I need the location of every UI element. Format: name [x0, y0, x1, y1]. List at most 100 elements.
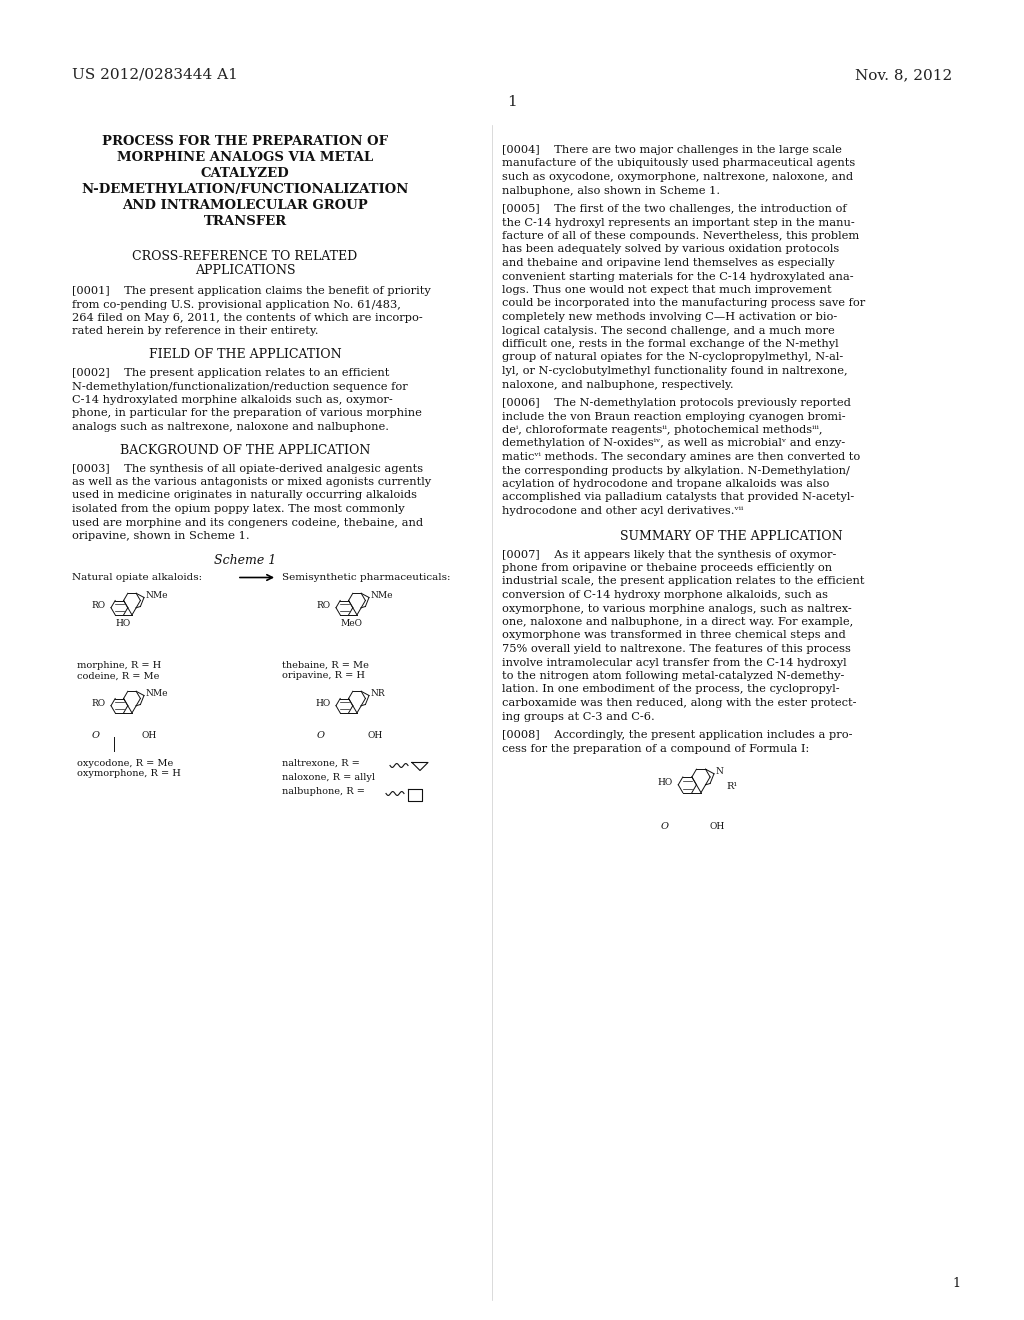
- Text: oxymorphone was transformed in three chemical steps and: oxymorphone was transformed in three che…: [502, 631, 846, 640]
- Text: could be incorporated into the manufacturing process save for: could be incorporated into the manufactu…: [502, 298, 865, 309]
- Text: C-14 hydroxylated morphine alkaloids such as, oxymor-: C-14 hydroxylated morphine alkaloids suc…: [72, 395, 393, 405]
- Text: hydrocodone and other acyl derivatives.ᵛⁱⁱ: hydrocodone and other acyl derivatives.ᵛ…: [502, 506, 743, 516]
- Text: one, naloxone and nalbuphone, in a direct way. For example,: one, naloxone and nalbuphone, in a direc…: [502, 616, 853, 627]
- Text: morphine, R = H: morphine, R = H: [77, 660, 161, 669]
- Text: [0005]    The first of the two challenges, the introduction of: [0005] The first of the two challenges, …: [502, 205, 847, 214]
- Text: N-DEMETHYLATION/FUNCTIONALIZATION: N-DEMETHYLATION/FUNCTIONALIZATION: [81, 183, 409, 195]
- Text: Semisynthetic pharmaceuticals:: Semisynthetic pharmaceuticals:: [282, 573, 451, 582]
- Text: naloxone, R = allyl: naloxone, R = allyl: [282, 772, 375, 781]
- Text: BACKGROUND OF THE APPLICATION: BACKGROUND OF THE APPLICATION: [120, 444, 371, 457]
- Text: [0003]    The synthesis of all opiate-derived analgesic agents: [0003] The synthesis of all opiate-deriv…: [72, 463, 423, 474]
- Text: demethylation of N-oxidesⁱᵛ, as well as microbialᵛ and enzy-: demethylation of N-oxidesⁱᵛ, as well as …: [502, 438, 845, 449]
- Text: from co-pending U.S. provisional application No. 61/483,: from co-pending U.S. provisional applica…: [72, 300, 400, 309]
- Text: O: O: [662, 822, 669, 832]
- Text: [0006]    The N-demethylation protocols previously reported: [0006] The N-demethylation protocols pre…: [502, 399, 851, 408]
- Text: industrial scale, the present application relates to the efficient: industrial scale, the present applicatio…: [502, 577, 864, 586]
- Text: as well as the various antagonists or mixed agonists currently: as well as the various antagonists or mi…: [72, 477, 431, 487]
- Text: oxycodone, R = Me: oxycodone, R = Me: [77, 759, 173, 767]
- Text: thebaine, R = Me: thebaine, R = Me: [282, 660, 369, 669]
- Text: R¹: R¹: [726, 781, 737, 791]
- Text: difficult one, rests in the formal exchange of the N-methyl: difficult one, rests in the formal excha…: [502, 339, 839, 348]
- Text: maticᵛⁱ methods. The secondary amines are then converted to: maticᵛⁱ methods. The secondary amines ar…: [502, 451, 860, 462]
- Text: OH: OH: [142, 730, 158, 739]
- Text: facture of all of these compounds. Nevertheless, this problem: facture of all of these compounds. Never…: [502, 231, 859, 242]
- Text: convenient starting materials for the C-14 hydroxylated ana-: convenient starting materials for the C-…: [502, 272, 854, 281]
- Text: rated herein by reference in their entirety.: rated herein by reference in their entir…: [72, 326, 318, 337]
- Text: Natural opiate alkaloids:: Natural opiate alkaloids:: [72, 573, 202, 582]
- Text: NMe: NMe: [371, 591, 392, 601]
- Text: naloxone, and nalbuphone, respectively.: naloxone, and nalbuphone, respectively.: [502, 380, 733, 389]
- Text: N-demethylation/functionalization/reduction sequence for: N-demethylation/functionalization/reduct…: [72, 381, 408, 392]
- Text: Scheme 1: Scheme 1: [214, 554, 276, 568]
- Text: group of natural opiates for the N-cyclopropylmethyl, N-al-: group of natural opiates for the N-cyclo…: [502, 352, 843, 363]
- Text: oripavine, shown in Scheme 1.: oripavine, shown in Scheme 1.: [72, 531, 250, 541]
- Text: CROSS-REFERENCE TO RELATED: CROSS-REFERENCE TO RELATED: [132, 249, 357, 263]
- Text: 75% overall yield to naltrexone. The features of this process: 75% overall yield to naltrexone. The fea…: [502, 644, 851, 653]
- Text: deⁱ, chloroformate reagentsⁱⁱ, photochemical methodsⁱⁱⁱ,: deⁱ, chloroformate reagentsⁱⁱ, photochem…: [502, 425, 822, 436]
- Text: OH: OH: [367, 730, 382, 739]
- Text: oxymorphone, to various morphine analogs, such as naltrex-: oxymorphone, to various morphine analogs…: [502, 603, 852, 614]
- Text: SUMMARY OF THE APPLICATION: SUMMARY OF THE APPLICATION: [620, 529, 843, 543]
- Text: phone, in particular for the preparation of various morphine: phone, in particular for the preparation…: [72, 408, 422, 418]
- Text: logical catalysis. The second challenge, and a much more: logical catalysis. The second challenge,…: [502, 326, 835, 335]
- Text: naltrexone, R =: naltrexone, R =: [282, 759, 359, 767]
- Text: used are morphine and its congeners codeine, thebaine, and: used are morphine and its congeners code…: [72, 517, 423, 528]
- Text: oxymorphone, R = H: oxymorphone, R = H: [77, 770, 181, 779]
- Text: O: O: [317, 730, 325, 739]
- Text: the corresponding products by alkylation. N-Demethylation/: the corresponding products by alkylation…: [502, 466, 850, 475]
- Text: include the von Braun reaction employing cyanogen bromi-: include the von Braun reaction employing…: [502, 412, 846, 421]
- Text: accomplished via palladium catalysts that provided N-acetyl-: accomplished via palladium catalysts tha…: [502, 492, 854, 503]
- Text: nalbuphone, R =: nalbuphone, R =: [282, 787, 365, 796]
- Text: used in medicine originates in naturally occurring alkaloids: used in medicine originates in naturally…: [72, 491, 417, 500]
- Text: conversion of C-14 hydroxy morphone alkaloids, such as: conversion of C-14 hydroxy morphone alka…: [502, 590, 828, 601]
- Text: codeine, R = Me: codeine, R = Me: [77, 672, 160, 681]
- Text: cess for the preparation of a compound of Formula I:: cess for the preparation of a compound o…: [502, 743, 809, 754]
- Text: logs. Thus one would not expect that much improvement: logs. Thus one would not expect that muc…: [502, 285, 831, 294]
- Text: nalbuphone, also shown in Scheme 1.: nalbuphone, also shown in Scheme 1.: [502, 186, 720, 195]
- Text: RO: RO: [91, 601, 105, 610]
- Text: lation. In one embodiment of the process, the cyclopropyl-: lation. In one embodiment of the process…: [502, 685, 840, 694]
- Text: ing groups at C-3 and C-6.: ing groups at C-3 and C-6.: [502, 711, 654, 722]
- Text: 1: 1: [952, 1276, 961, 1290]
- Text: PROCESS FOR THE PREPARATION OF: PROCESS FOR THE PREPARATION OF: [102, 135, 388, 148]
- Text: TRANSFER: TRANSFER: [204, 215, 287, 228]
- Text: completely new methods involving C—H activation or bio-: completely new methods involving C—H act…: [502, 312, 838, 322]
- Text: involve intramolecular acyl transfer from the C-14 hydroxyl: involve intramolecular acyl transfer fro…: [502, 657, 847, 668]
- Text: 264 filed on May 6, 2011, the contents of which are incorpo-: 264 filed on May 6, 2011, the contents o…: [72, 313, 423, 323]
- Text: RO: RO: [316, 601, 331, 610]
- Text: and thebaine and oripavine lend themselves as especially: and thebaine and oripavine lend themselv…: [502, 257, 835, 268]
- Text: NMe: NMe: [145, 591, 168, 601]
- Text: manufacture of the ubiquitously used pharmaceutical agents: manufacture of the ubiquitously used pha…: [502, 158, 855, 169]
- Text: MORPHINE ANALOGS VIA METAL: MORPHINE ANALOGS VIA METAL: [117, 150, 373, 164]
- Text: FIELD OF THE APPLICATION: FIELD OF THE APPLICATION: [148, 348, 341, 360]
- Text: [0001]    The present application claims the benefit of priority: [0001] The present application claims th…: [72, 286, 431, 296]
- Text: has been adequately solved by various oxidation protocols: has been adequately solved by various ox…: [502, 244, 840, 255]
- Text: [0008]    Accordingly, the present application includes a pro-: [0008] Accordingly, the present applicat…: [502, 730, 853, 741]
- Text: [0002]    The present application relates to an efficient: [0002] The present application relates t…: [72, 368, 389, 378]
- Text: isolated from the opium poppy latex. The most commonly: isolated from the opium poppy latex. The…: [72, 504, 404, 513]
- Text: APPLICATIONS: APPLICATIONS: [195, 264, 295, 277]
- Text: MeO: MeO: [340, 619, 362, 627]
- Text: acylation of hydrocodone and tropane alkaloids was also: acylation of hydrocodone and tropane alk…: [502, 479, 829, 488]
- Text: 1: 1: [507, 95, 517, 110]
- Text: the C-14 hydroxyl represents an important step in the manu-: the C-14 hydroxyl represents an importan…: [502, 218, 855, 227]
- Text: oripavine, R = H: oripavine, R = H: [282, 672, 365, 681]
- Text: NMe: NMe: [145, 689, 168, 698]
- Text: Nov. 8, 2012: Nov. 8, 2012: [855, 69, 952, 82]
- Text: RO: RO: [91, 698, 105, 708]
- Text: CATALYZED: CATALYZED: [201, 168, 290, 180]
- Text: such as oxycodone, oxymorphone, naltrexone, naloxone, and: such as oxycodone, oxymorphone, naltrexo…: [502, 172, 853, 182]
- Text: NR: NR: [371, 689, 385, 698]
- Text: OH: OH: [709, 822, 724, 832]
- Text: [0004]    There are two major challenges in the large scale: [0004] There are two major challenges in…: [502, 145, 842, 154]
- Text: carboxamide was then reduced, along with the ester protect-: carboxamide was then reduced, along with…: [502, 698, 856, 708]
- Text: O: O: [92, 730, 100, 739]
- Text: US 2012/0283444 A1: US 2012/0283444 A1: [72, 69, 238, 82]
- Text: AND INTRAMOLECULAR GROUP: AND INTRAMOLECULAR GROUP: [122, 199, 368, 213]
- Text: analogs such as naltrexone, naloxone and nalbuphone.: analogs such as naltrexone, naloxone and…: [72, 422, 389, 432]
- Text: HO: HO: [315, 698, 331, 708]
- Text: to the nitrogen atom following metal-catalyzed N-demethy-: to the nitrogen atom following metal-cat…: [502, 671, 845, 681]
- Text: HO: HO: [657, 777, 673, 787]
- Text: phone from oripavine or thebaine proceeds efficiently on: phone from oripavine or thebaine proceed…: [502, 564, 833, 573]
- Text: [0007]    As it appears likely that the synthesis of oxymor-: [0007] As it appears likely that the syn…: [502, 549, 837, 560]
